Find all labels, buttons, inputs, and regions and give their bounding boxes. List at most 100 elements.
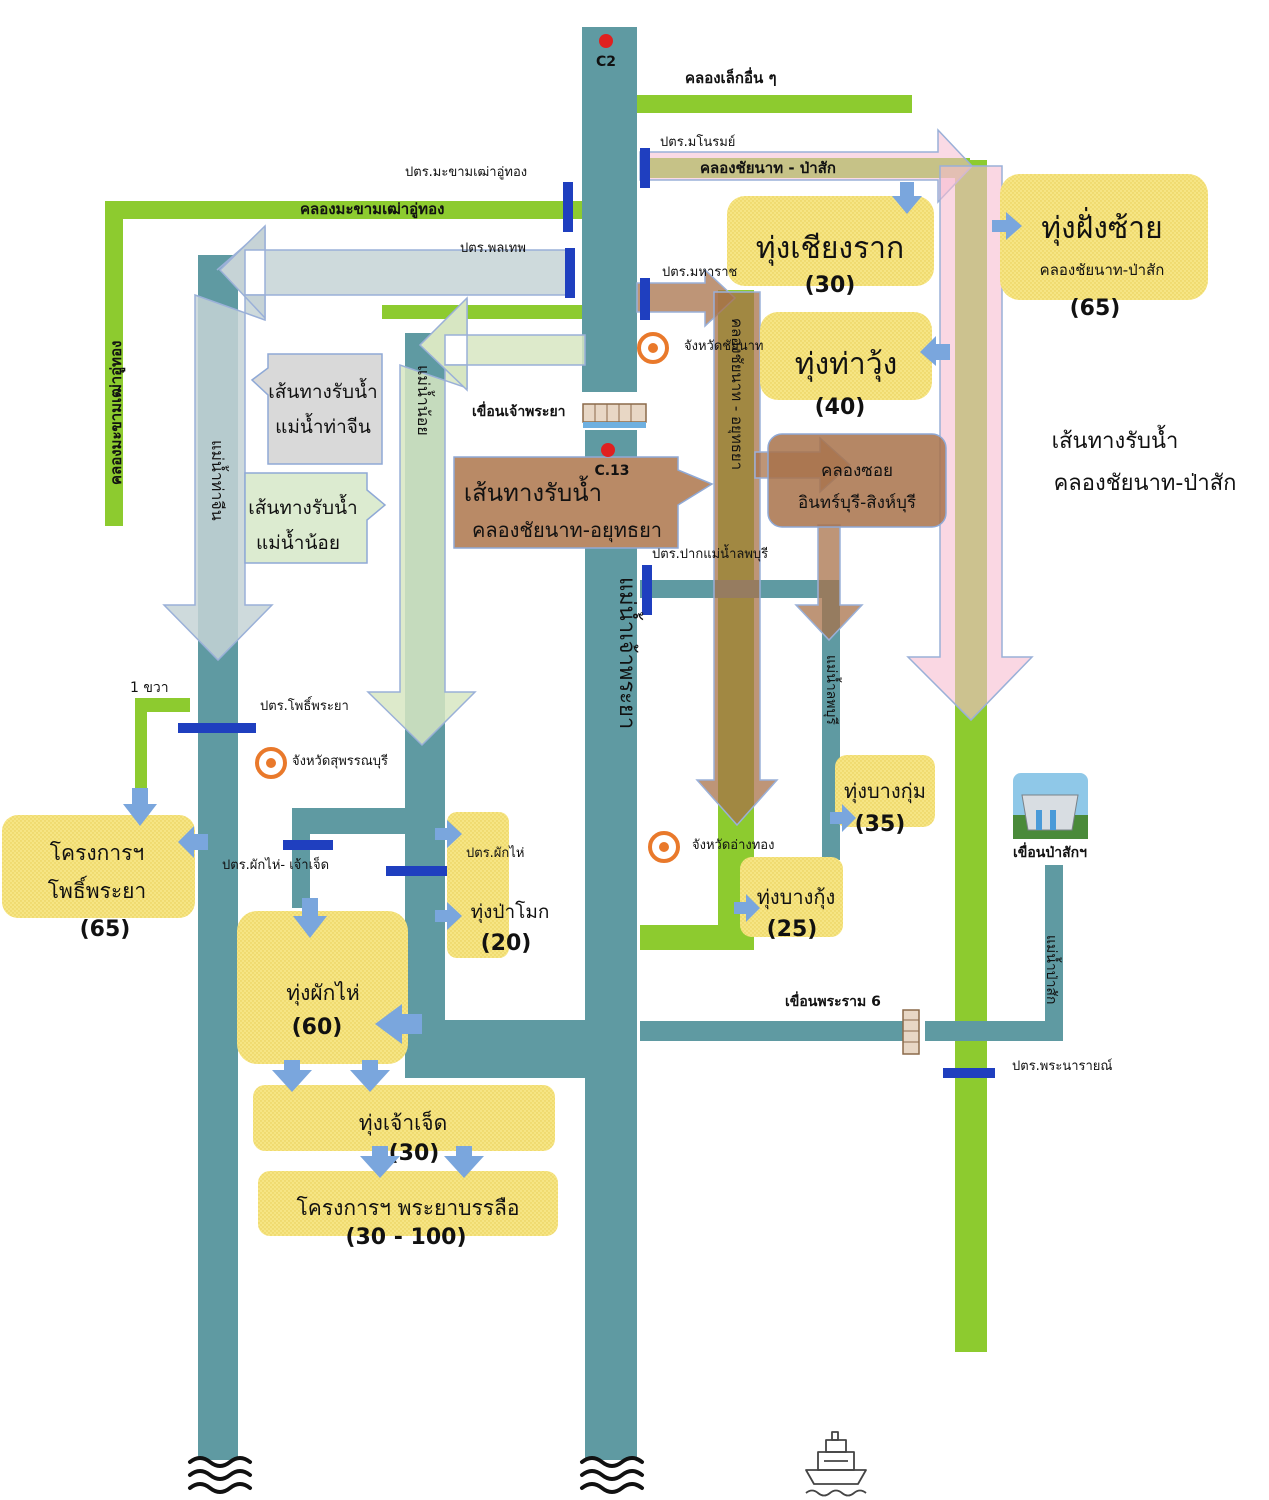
field-borommathat-value: (30 - 100) xyxy=(345,1225,466,1250)
gate-manorom xyxy=(640,148,650,188)
route-chainat-ayutthaya-line1: เส้นทางรับน้ำ xyxy=(464,475,602,507)
noi-route-head xyxy=(418,296,468,392)
river-noi-link-2-down xyxy=(292,808,310,908)
field-chao-chet-value: (30) xyxy=(389,1141,440,1166)
route-chainat-pasak-line1: เส้นทางรับน้ำ xyxy=(1052,425,1179,454)
dam-icon xyxy=(1013,773,1088,839)
flow-arrow-phophraya-left xyxy=(178,826,208,858)
flow-arrows xyxy=(123,182,1022,1178)
canal-one-right-label: 1 ขวา xyxy=(130,680,169,696)
province-marker-icon xyxy=(648,831,680,863)
field-pa-mok: ทุ่งป่าโมก (20) xyxy=(447,812,549,958)
field-borommathat: โครงการฯ พระยาบรรลือ (30 - 100) xyxy=(258,1171,558,1250)
canal-one-right-h xyxy=(135,698,190,712)
canal-chainat-ayutthaya-label: คลองชัยนาท - อยุทธยา xyxy=(727,318,746,470)
field-borommathat-name: โครงการฯ พระยาบรรลือ xyxy=(297,1196,520,1220)
canal-makham-top-label: คลองมะขามเฒ่าอู่ทอง xyxy=(300,200,444,219)
province-marker-icon xyxy=(255,747,287,779)
route-tha-chin-label: เส้นทางรับน้ำ แม่น้ำท่าจีน xyxy=(250,353,383,465)
gate-phak-hai-chet xyxy=(283,840,333,850)
canal-makham-vertical xyxy=(105,201,123,526)
field-left-bank-sub: คลองชัยนาท-ป่าสัก xyxy=(1040,261,1165,279)
soi-route-down xyxy=(794,524,864,642)
river-pasak-label: แม่น้ำป่าสัก xyxy=(1043,935,1062,1004)
field-chao-chet-name: ทุ่งเจ้าเจ็ด xyxy=(359,1109,448,1136)
dam-chao-phraya-label: เขื่อนเจ้าพระยา xyxy=(472,401,566,420)
gates xyxy=(178,148,995,1078)
tha-chin-route-head xyxy=(218,224,266,320)
field-bang-kum-name: ทุ่งบางกุ่ม xyxy=(844,779,926,804)
route-chainat-ayutthaya-label: เส้นทางรับน้ำ คลองชัยนาท-อยุทธยา xyxy=(453,456,714,549)
river-tha-chin-label: แม่น้ำท่าจีน xyxy=(208,440,229,521)
flow-arrow-chiang-rak xyxy=(892,182,922,214)
field-phak-hai-name: ทุ่งผักไห่ xyxy=(286,981,360,1006)
route-noi-line2: แม่น้ำน้อย xyxy=(256,529,340,554)
flow-arrow-phak-hai-down xyxy=(293,898,327,938)
canal-chainat-pasak-label: คลองชัยนาท - ป่าสัก xyxy=(700,159,836,177)
field-bang-kum-value: (35) xyxy=(855,812,906,837)
field-bang-kung-name: ทุ่งบางกุ้ง xyxy=(757,885,836,910)
canal-one-right-v xyxy=(135,698,147,790)
field-phophraya-name2: โพธิ์พระยา xyxy=(48,875,146,903)
ship-icon xyxy=(805,1431,867,1497)
canal-other-small-label: คลองเล็กอื่น ๆ xyxy=(685,67,777,87)
station-c2-label: C2 xyxy=(596,54,616,70)
field-chiang-rak: ทุ่งเชียงราก (30) xyxy=(727,196,934,298)
river-lopburi-label: แม่น้ำลพบุรี xyxy=(823,655,842,725)
gate-phophraya-label: ปตร.โพธิ์พระยา xyxy=(260,696,349,714)
field-tha-wung-name: ทุ่งท่าวุ้ง xyxy=(795,347,898,383)
gate-maharat-label: ปตร.มหาราช xyxy=(662,265,738,280)
flow-arrow-chao-chet-1 xyxy=(272,1060,312,1092)
weir-icon xyxy=(582,403,647,428)
river-chao-phraya-lower xyxy=(585,430,637,1460)
field-phophraya-name1: โครงการฯ xyxy=(50,841,144,865)
river-noi-link-1 xyxy=(405,1040,637,1078)
river-chao-phraya-upper xyxy=(582,27,637,392)
field-tha-wung-value: (40) xyxy=(815,395,866,420)
route-chainat-ayutthaya-line2: คลองชัยนาท-อยุทธยา xyxy=(472,518,662,543)
soi-canal-box: คลองซอย อินทร์บุรี-สิงห์บุรี xyxy=(767,433,947,528)
province-marker-icon xyxy=(637,332,669,364)
province-chainat: จังหวัดชัยนาท xyxy=(684,339,763,354)
gate-pholathep-label: ปตร.พลเทพ xyxy=(460,241,526,256)
flow-arrow-bang-kung xyxy=(734,894,760,922)
river-noi-link-3 xyxy=(445,1020,585,1040)
field-left-bank-value: (65) xyxy=(1070,296,1121,321)
field-phophraya-project: โครงการฯ โพธิ์พระยา (65) xyxy=(2,815,195,942)
field-chao-chet: ทุ่งเจ้าเจ็ด (30) xyxy=(253,1085,555,1166)
canal-noi-feeder xyxy=(382,305,587,319)
canal-chainat-ayutthaya-foot xyxy=(640,925,754,950)
river-chao-phraya-label: แม่น้ำเจ้าพระยา xyxy=(614,577,643,729)
flow-arrow-pa-mok-2 xyxy=(435,902,462,930)
gate-phak-hai-label: ปตร.ผักไห่ xyxy=(466,845,524,861)
soi-canal-name: คลองซอย xyxy=(821,461,893,481)
river-noi-link-2 xyxy=(292,808,445,834)
field-chiang-rak-value: (30) xyxy=(805,273,856,298)
canal-other-small-line xyxy=(627,95,912,113)
sea-waves-icon xyxy=(580,1456,644,1494)
dam-pasak-label: เขื่อนป่าสักฯ xyxy=(1013,842,1087,861)
gate-phak-hai xyxy=(386,866,464,876)
field-tha-wung: ทุ่งท่าวุ้ง (40) xyxy=(760,312,932,420)
route-tha-chin-line1: เส้นทางรับน้ำ xyxy=(268,378,377,403)
sea-waves-icon xyxy=(188,1456,252,1494)
route-noi-label: เส้นทางรับน้ำ แม่น้ำน้อย xyxy=(244,472,387,564)
flow-arrow-borommathat-2 xyxy=(444,1146,484,1178)
gate-phra-narai-label: ปตร.พระนารายณ์ xyxy=(1012,1058,1113,1074)
field-chiang-rak-name: ทุ่งเชียงราก xyxy=(756,231,904,267)
flow-arrow-chao-chet-2 xyxy=(350,1060,390,1092)
route-tha-chin-line2: แม่น้ำท่าจีน xyxy=(275,413,371,438)
field-phophraya-value: (65) xyxy=(80,917,131,942)
canal-makham-top xyxy=(105,201,587,219)
field-bang-kum: ทุ่งบางกุ่ม (35) xyxy=(835,755,935,837)
field-pa-mok-name: ทุ่งป่าโมก xyxy=(471,900,550,924)
field-pa-mok-value: (20) xyxy=(481,931,532,956)
field-bang-kung-value: (25) xyxy=(767,917,818,942)
route-noi-line1: เส้นทางรับน้ำ xyxy=(248,494,357,519)
gate-manorom-label: ปตร.มโนรมย์ xyxy=(660,134,735,150)
station-c13-label: C.13 xyxy=(594,463,629,479)
river-rama6-link-r xyxy=(925,1021,1063,1041)
river-noi-label: แม่น้ำน้อย xyxy=(414,365,435,436)
gate-phak-hai-chet-label: ปตร.ผักไห่- เจ้าเจ็ด xyxy=(222,855,329,873)
inburi-canal-name: อินทร์บุรี-สิงห์บุรี xyxy=(798,493,916,513)
